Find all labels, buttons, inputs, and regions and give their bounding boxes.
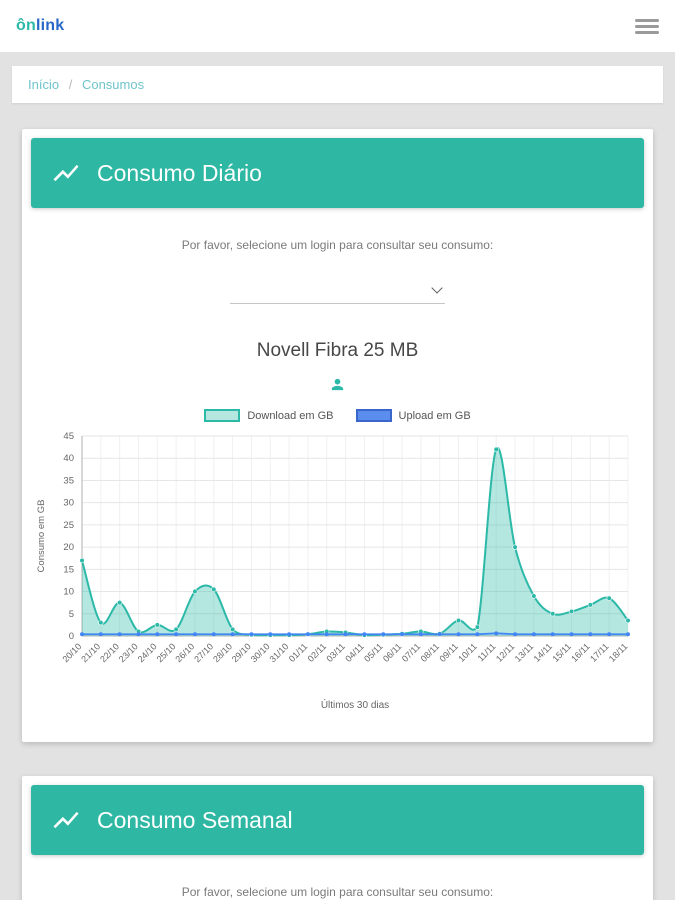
svg-text:10/11: 10/11 — [456, 641, 479, 664]
weekly-card-header: Consumo Semanal — [31, 785, 644, 855]
svg-text:14/11: 14/11 — [531, 641, 554, 664]
svg-text:29/10: 29/10 — [229, 641, 252, 664]
weekly-select-prompt: Por favor, selecione um login para consu… — [181, 885, 494, 899]
svg-text:06/11: 06/11 — [380, 641, 403, 664]
daily-consumption-chart: 0 5 10 15 20 25 30 35 40 45 20/1021/1022/1023/1024… — [36, 431, 631, 711]
svg-text:22/10: 22/10 — [98, 641, 121, 664]
svg-text:Consumo em GB: Consumo em GB — [36, 500, 47, 573]
svg-text:05/11: 05/11 — [362, 641, 385, 664]
svg-text:03/11: 03/11 — [324, 641, 347, 664]
svg-text:12/11: 12/11 — [493, 641, 516, 664]
svg-text:20: 20 — [63, 542, 74, 553]
svg-text:17/11: 17/11 — [588, 641, 611, 664]
logo-accent-text: ôn — [16, 17, 36, 34]
hamburger-menu-icon[interactable] — [635, 15, 659, 38]
svg-text:07/11: 07/11 — [399, 641, 422, 664]
svg-text:40: 40 — [63, 453, 74, 464]
daily-select-prompt: Por favor, selecione um login para consu… — [181, 238, 494, 252]
svg-text:28/10: 28/10 — [211, 641, 234, 664]
svg-text:30/10: 30/10 — [248, 641, 271, 664]
line-chart-icon — [53, 811, 79, 829]
svg-text:11/11: 11/11 — [475, 641, 497, 663]
upload-legend-label: Upload em GB — [398, 409, 471, 422]
daily-card-header: Consumo Diário — [31, 138, 644, 208]
person-icon — [331, 378, 344, 391]
svg-text:35: 35 — [63, 475, 74, 486]
legend-item-download: Download em GB — [204, 409, 334, 422]
svg-text:15/11: 15/11 — [550, 641, 573, 664]
chart-legend: Download em GB Upload em GB — [31, 409, 644, 422]
svg-text:10: 10 — [63, 587, 74, 598]
top-bar: ônlink — [0, 0, 675, 52]
svg-text:02/11: 02/11 — [305, 641, 328, 664]
logo-rest-text: link — [35, 17, 65, 34]
svg-text:13/11: 13/11 — [512, 641, 535, 664]
line-chart-icon — [53, 164, 79, 182]
svg-text:30: 30 — [63, 498, 74, 509]
svg-text:27/10: 27/10 — [192, 641, 215, 664]
svg-text:25/10: 25/10 — [154, 641, 177, 664]
plan-title: Novell Fibra 25 MB — [256, 340, 419, 361]
svg-text:15: 15 — [63, 564, 74, 575]
svg-text:5: 5 — [68, 609, 73, 620]
svg-text:16/11: 16/11 — [569, 641, 592, 664]
svg-text:01/11: 01/11 — [286, 641, 309, 664]
svg-text:08/11: 08/11 — [418, 641, 441, 664]
daily-login-select[interactable] — [230, 278, 445, 304]
person-icon-wrap — [31, 376, 644, 393]
weekly-consumption-card: Consumo Semanal Por favor, selecione um … — [22, 776, 653, 900]
svg-text:Últimos 30 dias: Últimos 30 dias — [320, 698, 388, 711]
chevron-down-icon — [431, 282, 443, 294]
app-logo[interactable]: ônlink — [16, 17, 64, 35]
svg-text:21/10: 21/10 — [79, 641, 102, 664]
daily-card-title: Consumo Diário — [97, 159, 262, 186]
svg-text:25: 25 — [63, 520, 74, 531]
svg-text:24/10: 24/10 — [135, 641, 158, 664]
breadcrumb-home-link[interactable]: Início — [28, 77, 60, 92]
svg-text:45: 45 — [63, 431, 74, 442]
svg-text:31/10: 31/10 — [267, 641, 290, 664]
breadcrumb-separator: / — [68, 77, 73, 92]
svg-text:09/11: 09/11 — [437, 641, 460, 664]
svg-text:18/11: 18/11 — [606, 641, 629, 664]
breadcrumb-current-link[interactable]: Consumos — [81, 77, 145, 92]
svg-text:20/10: 20/10 — [60, 641, 83, 664]
upload-legend-swatch — [355, 409, 392, 422]
breadcrumb: Início / Consumos — [12, 66, 663, 103]
daily-chart-wrap: 0 5 10 15 20 25 30 35 40 45 20/10 21/10 22/10 23/10 24… — [31, 426, 644, 714]
svg-text:04/11: 04/11 — [343, 641, 366, 664]
legend-item-upload: Upload em GB — [355, 409, 471, 422]
download-legend-swatch — [204, 409, 241, 422]
weekly-card-title: Consumo Semanal — [97, 806, 293, 833]
daily-consumption-card: Consumo Diário Por favor, selecione um l… — [22, 129, 653, 742]
download-legend-label: Download em GB — [247, 409, 334, 422]
svg-text:0: 0 — [68, 631, 73, 642]
svg-text:26/10: 26/10 — [173, 641, 196, 664]
svg-text:23/10: 23/10 — [116, 641, 139, 664]
